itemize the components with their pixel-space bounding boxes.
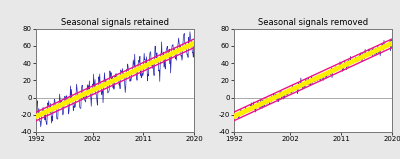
Title: Seasonal signals removed: Seasonal signals removed bbox=[258, 18, 368, 27]
Title: Seasonal signals retained: Seasonal signals retained bbox=[61, 18, 169, 27]
